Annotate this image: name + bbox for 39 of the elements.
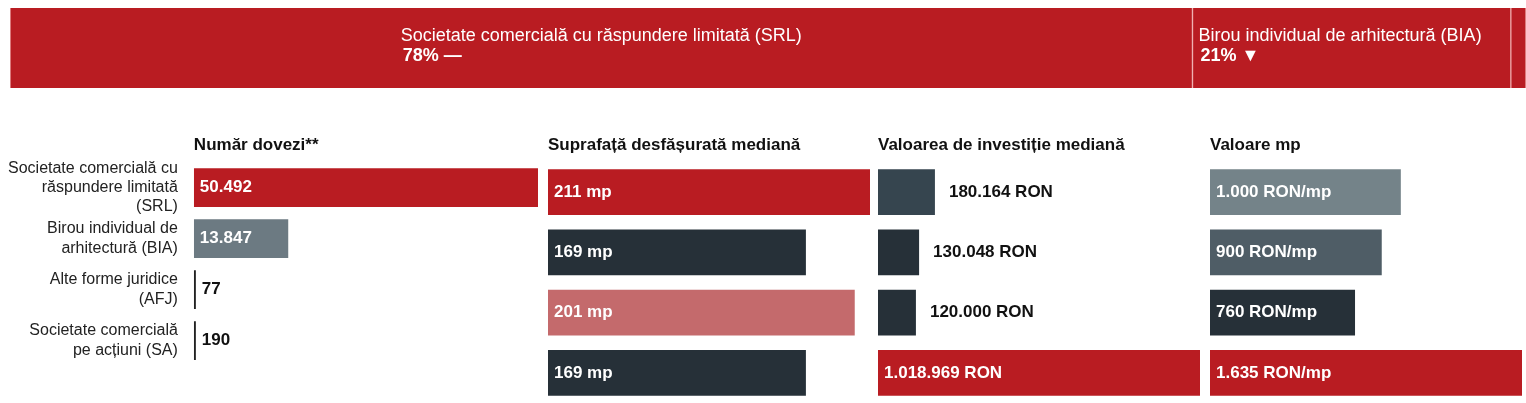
data-label: 13.847 [199,228,252,248]
data-label: 169 mp [554,362,613,382]
series-label: Societate comercială cu răspundere limitată (SRL) [400,24,802,45]
data-label: 21% ▼ [1200,44,1260,65]
bar [193,219,289,258]
chart-title: Valoarea de investiție mediană [878,135,1126,154]
bar [193,321,196,361]
bar [193,168,538,207]
data-label: 77 [201,279,221,299]
y-tick-label: Birou individual de arhitectură (BIA) [47,219,178,256]
chart-title: Suprafață desfășurată mediană [548,135,801,154]
data-label: 900 RON/mp [1216,242,1318,262]
data-label: 1.000 RON/mp [1216,181,1332,201]
data-label: 201 mp [554,302,613,322]
data-label: 1.018.969 RON [884,362,1003,382]
series-label: Birou individual de arhitectură (BIA) [1198,24,1482,45]
bar [878,169,935,216]
data-label: 211 mp [554,181,612,201]
y-tick-label: Societate comercială pe acțiuni (SA) [29,321,178,358]
bar [193,270,196,310]
chart-title: Număr dovezi** [193,135,319,154]
data-label: 120.000 RON [929,302,1034,322]
data-label: 78% — [402,44,462,65]
y-tick-label: Societate comercială cu răspundere limitată (SRL) [8,158,178,215]
data-label: 180.164 RON [948,181,1053,201]
chart-title: Valoare mp [1210,135,1301,154]
data-label: 169 mp [554,242,613,262]
bar [878,229,920,276]
bar [1210,349,1522,396]
data-label: 50.492 [199,177,252,197]
data-label: 190 [201,330,231,350]
data-label: 1.635 RON/mp [1216,362,1332,382]
data-label: 760 RON/mp [1216,302,1318,322]
y-tick-label: Alte forme juridice (AFJ) [49,270,178,307]
data-label: 130.048 RON [933,242,1038,262]
bar [1210,169,1401,216]
bar [878,289,916,336]
bar [878,349,1200,396]
bar [1210,229,1382,276]
